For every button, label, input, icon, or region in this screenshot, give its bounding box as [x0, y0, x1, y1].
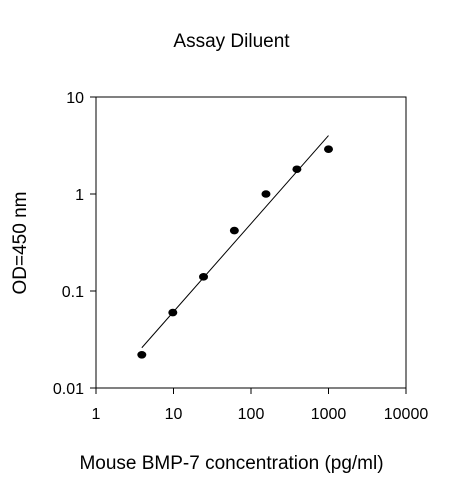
y-tick-label: 0.1 — [62, 284, 84, 301]
x-tick-label: 100 — [238, 406, 265, 423]
data-point — [229, 226, 239, 235]
x-tick-label: 10 — [165, 406, 183, 423]
data-point — [137, 350, 147, 359]
data-point — [168, 308, 178, 317]
x-tick-label: 1000 — [311, 406, 347, 423]
data-point — [199, 273, 209, 281]
x-axis-label: Mouse BMP-7 concentration (pg/ml) — [79, 453, 384, 474]
data-point — [324, 145, 333, 153]
plot-frame — [95, 96, 407, 389]
y-tick-label: 10 — [66, 90, 84, 107]
data-points-layer — [137, 145, 333, 359]
x-tick-label: 10000 — [384, 406, 429, 423]
y-tick-label: 0.01 — [53, 381, 84, 398]
data-point — [261, 190, 271, 198]
chart-title: Assay Diluent — [173, 31, 290, 52]
y-axis-ticks: 0.01 0.1 1 10 — [53, 90, 96, 398]
data-point — [292, 165, 302, 174]
x-tick-label: 1 — [92, 406, 101, 423]
y-tick-label: 1 — [75, 187, 84, 204]
y-axis-label: OD=450 nm — [10, 191, 31, 295]
x-axis-ticks: 1 10 100 1000 10000 — [92, 388, 429, 423]
